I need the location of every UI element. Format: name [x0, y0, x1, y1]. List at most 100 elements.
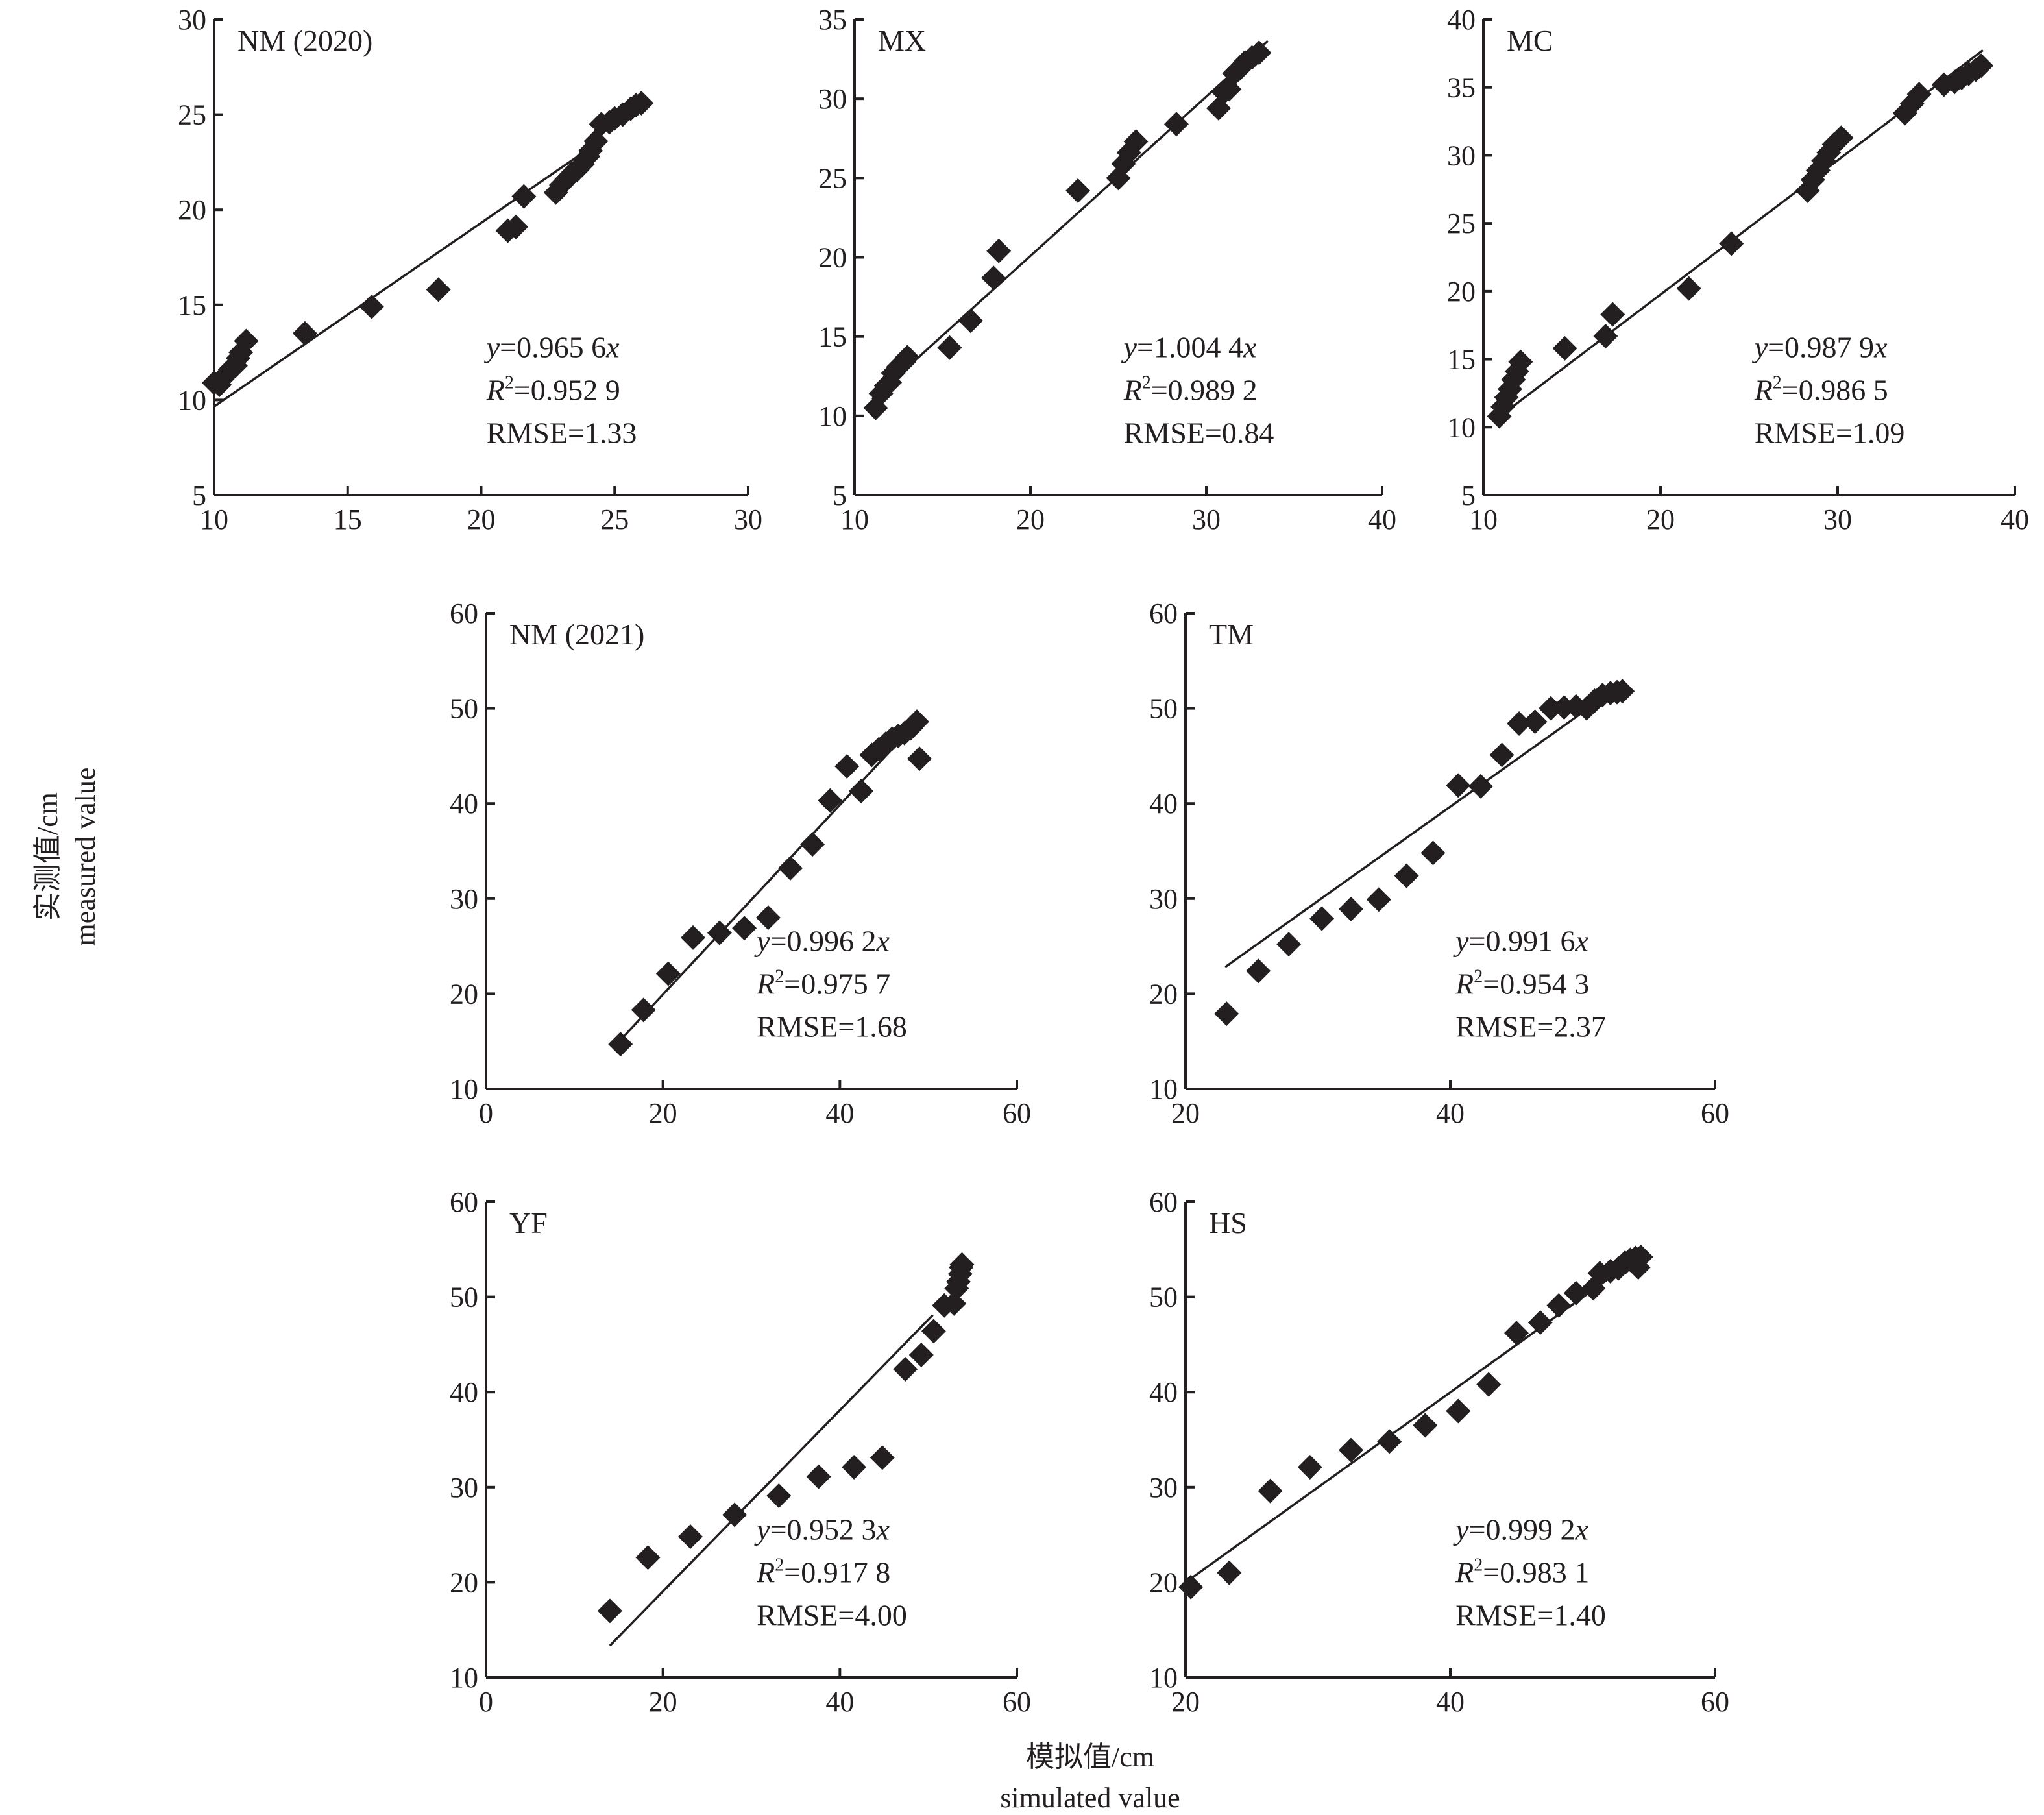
y-tick-label: 10	[450, 1073, 478, 1105]
data-point	[907, 746, 932, 772]
fit-line	[609, 1314, 934, 1647]
data-point	[1546, 1293, 1572, 1318]
y-tick-label: 40	[450, 788, 478, 820]
data-point	[1489, 742, 1515, 768]
y-tick-label: 5	[1461, 480, 1476, 511]
data-point	[608, 1032, 633, 1057]
data-point	[1446, 1398, 1471, 1424]
regression-equation: y=1.004 4x	[1121, 330, 1257, 363]
regression-equation: y=0.999 2x	[1453, 1513, 1588, 1546]
data-point	[1276, 932, 1302, 957]
data-point	[732, 916, 757, 941]
data-point	[1805, 158, 1831, 183]
data-point	[1476, 1372, 1502, 1397]
y-tick-label: 35	[1447, 72, 1476, 104]
rmse: RMSE=1.33	[487, 416, 637, 449]
y-tick-label: 5	[833, 480, 847, 511]
y-tick-label: 50	[450, 693, 478, 725]
y-tick-label: 35	[818, 4, 847, 36]
rmse: RMSE=1.09	[1755, 416, 1905, 449]
data-point	[1366, 887, 1391, 912]
y-tick-label: 15	[818, 321, 847, 353]
y-tick-label: 60	[450, 598, 478, 629]
data-point	[1420, 840, 1446, 866]
data-point	[1527, 1310, 1553, 1335]
data-point	[1247, 40, 1272, 66]
panel-title: MX	[878, 24, 926, 57]
data-point	[1906, 82, 1932, 107]
x-tick-label: 60	[1701, 1686, 1729, 1718]
panel-title: MC	[1507, 24, 1553, 57]
data-point	[1258, 1478, 1283, 1504]
data-point	[1394, 863, 1419, 888]
x-tick-label: 10	[1469, 504, 1498, 535]
data-point	[1969, 53, 1994, 79]
data-point	[958, 308, 983, 334]
data-point	[1829, 125, 1854, 151]
panel-title: HS	[1209, 1206, 1247, 1239]
panel-title: NM (2021)	[509, 618, 644, 651]
x-tick-label: 20	[649, 1686, 677, 1718]
data-point	[503, 214, 528, 239]
data-point	[1178, 1574, 1204, 1600]
r-squared: R2=0.975 7	[756, 966, 890, 1000]
data-point	[834, 754, 860, 779]
x-tick-label: 40	[1368, 504, 1396, 535]
r-squared: R2=0.917 8	[756, 1555, 890, 1589]
y-tick-label: 60	[1149, 1186, 1178, 1218]
data-point	[426, 277, 451, 302]
data-point	[1507, 711, 1532, 737]
rmse: RMSE=0.84	[1124, 416, 1274, 449]
panel-title: NM (2020)	[237, 24, 372, 57]
data-point	[1610, 679, 1635, 704]
data-point	[511, 184, 537, 209]
x-tick-label: 20	[1646, 504, 1675, 535]
y-axis-label-en: measured value	[69, 768, 101, 946]
data-point	[849, 779, 874, 804]
y-tick-label: 25	[1447, 208, 1476, 239]
data-point	[895, 345, 920, 370]
x-tick-label: 10	[200, 504, 228, 535]
data-point	[1163, 112, 1189, 137]
x-tick-label: 40	[1436, 1097, 1465, 1129]
data-point	[1552, 335, 1577, 361]
x-tick-label: 60	[1701, 1097, 1729, 1129]
y-tick-label: 60	[450, 1186, 478, 1218]
data-point	[908, 1343, 934, 1368]
r-squared: R2=0.986 5	[1754, 372, 1888, 406]
data-point	[986, 238, 1012, 263]
data-point	[629, 91, 654, 116]
data-point	[937, 335, 962, 360]
fit-line	[871, 40, 1269, 400]
y-tick-label: 20	[1149, 978, 1178, 1010]
r-squared: R2=0.989 2	[1123, 372, 1258, 406]
data-point	[655, 961, 681, 986]
data-point	[1446, 773, 1471, 798]
r-squared: R2=0.983 1	[1455, 1555, 1589, 1589]
x-tick-label: 20	[649, 1097, 677, 1129]
data-point	[1297, 1455, 1322, 1480]
x-tick-label: 40	[825, 1097, 854, 1129]
data-point	[870, 1445, 895, 1470]
r-squared: R2=0.954 3	[1455, 966, 1589, 1000]
data-point	[800, 832, 825, 857]
y-tick-label: 50	[1149, 1282, 1178, 1313]
y-tick-label: 40	[1149, 788, 1178, 820]
data-point	[707, 920, 732, 945]
y-tick-label: 25	[178, 99, 206, 131]
regression-equation: y=0.991 6x	[1453, 924, 1588, 957]
data-point	[1413, 1413, 1438, 1438]
x-tick-label: 40	[1436, 1686, 1465, 1718]
data-point	[818, 788, 843, 813]
data-point	[1676, 276, 1701, 301]
data-point	[1246, 958, 1271, 984]
x-axis-label-cn: 模拟值/cm	[1026, 1741, 1154, 1773]
data-point	[921, 1319, 946, 1344]
x-tick-label: 25	[600, 504, 629, 535]
rmse: RMSE=1.68	[757, 1010, 907, 1043]
rmse: RMSE=1.40	[1455, 1598, 1606, 1631]
data-point	[1065, 178, 1091, 203]
